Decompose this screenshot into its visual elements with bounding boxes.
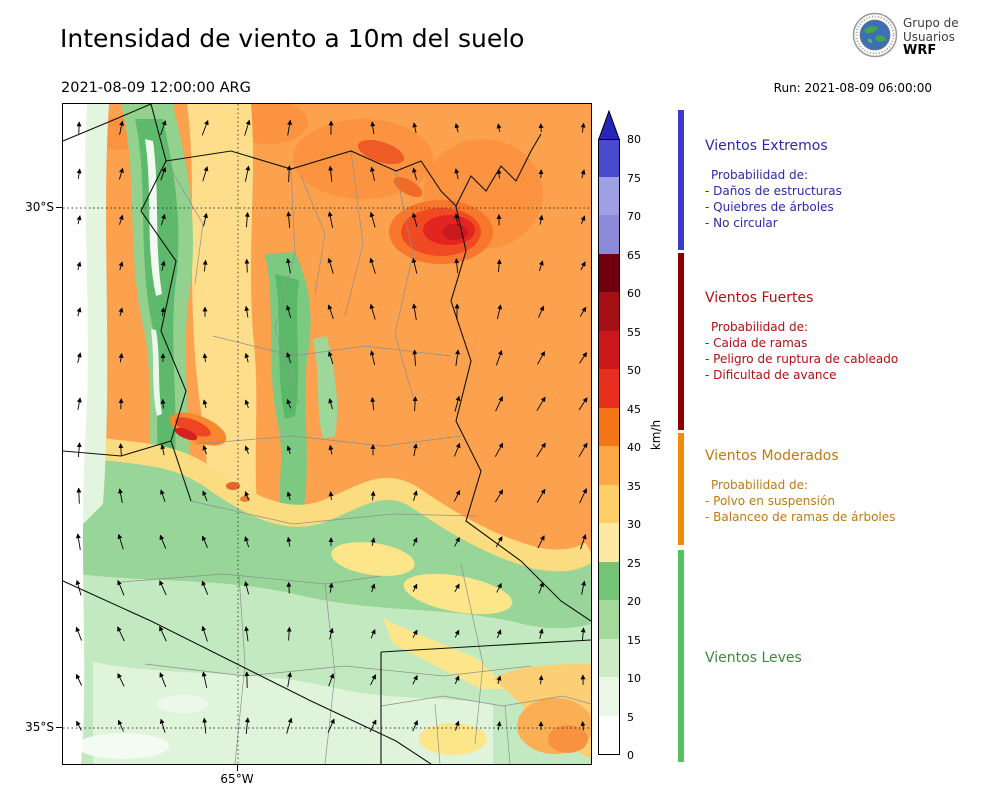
legend-section-title: Vientos Leves bbox=[705, 650, 802, 666]
legend-item: - Dificultad de avance bbox=[705, 368, 837, 382]
legend-section-title: Vientos Fuertes bbox=[705, 290, 814, 306]
lat-tickmark-30s bbox=[56, 207, 62, 208]
colorbar-segment-35-40 bbox=[599, 445, 619, 485]
colorbar-segment-0-5 bbox=[599, 714, 619, 754]
colorbar-tick-label: 75 bbox=[627, 171, 641, 185]
colorbar-tick-label: 30 bbox=[627, 518, 641, 531]
colorbar-tick-label: 5 bbox=[627, 710, 634, 724]
colorbar-segment-10-15 bbox=[599, 637, 619, 677]
colorbar-tick-label: 25 bbox=[627, 556, 641, 570]
wind-arrows bbox=[75, 119, 588, 734]
legend-item: - No circular bbox=[705, 216, 778, 230]
colorbar-tick-labels: 0 5 10 15 20 25 30 35 40 45 50 55 60 65 70 75 80 bbox=[627, 133, 657, 762]
colorbar-segment-75-80 bbox=[599, 140, 619, 177]
legend-item: - Polvo en suspensión bbox=[705, 494, 835, 508]
colorbar-tick-label: 55 bbox=[627, 325, 641, 339]
legend-probability-label: Probabilidad de: bbox=[711, 320, 809, 334]
lon-tickmark-65w bbox=[237, 765, 238, 771]
legend-bar-2 bbox=[678, 433, 684, 545]
colorbar-segment-45-50 bbox=[599, 368, 619, 408]
legend-bar-3 bbox=[678, 550, 684, 762]
logo-text: Grupo de Usuarios WRF bbox=[903, 16, 959, 58]
colorbar-segment-55-60 bbox=[599, 291, 619, 331]
colorbar bbox=[598, 110, 620, 756]
colorbar-segment-15-20 bbox=[599, 599, 619, 639]
logo-line-3: WRF bbox=[903, 43, 937, 58]
colorbar-tick-label: 50 bbox=[627, 364, 641, 377]
province-boundaries bbox=[63, 104, 591, 764]
colorbar-tick-label: 45 bbox=[627, 402, 641, 416]
logo-line-2: Usuarios bbox=[903, 30, 955, 44]
colorbar-tick-label: 15 bbox=[627, 633, 641, 647]
colorbar-tick-label: 65 bbox=[627, 248, 641, 262]
colorbar-segment-5-10 bbox=[599, 676, 619, 716]
colorbar-segment-65-70 bbox=[599, 214, 619, 254]
colorbar-tick-label: 0 bbox=[627, 749, 634, 762]
colorbar-tick-label: 70 bbox=[627, 210, 641, 223]
colorbar-segment-40-45 bbox=[599, 406, 619, 446]
lat-tick-35s: 35°S bbox=[25, 720, 54, 734]
colorbar-tick-label: 80 bbox=[627, 133, 641, 146]
colorbar-segment-20-25 bbox=[599, 560, 619, 600]
legend-item: - Caida de ramas bbox=[705, 336, 808, 350]
wind-map-plot bbox=[63, 104, 591, 764]
legend-item: - Balanceo de ramas de árboles bbox=[705, 510, 896, 524]
colorbar-segment-70-75 bbox=[599, 175, 619, 215]
colorbar-unit-label: km/h bbox=[649, 419, 663, 451]
legend-item: - Peligro de ruptura de cableado bbox=[705, 352, 899, 366]
legend-section-title: Vientos Extremos bbox=[705, 138, 828, 154]
legend-bar-1 bbox=[678, 253, 684, 430]
colorbar-tick-label: 60 bbox=[627, 287, 641, 300]
department-boundaries bbox=[120, 150, 591, 764]
legend-section-3: Vientos Leves bbox=[705, 650, 993, 679]
model-run-label: Run: 2021-08-09 06:00:00 bbox=[773, 81, 932, 95]
colorbar-segment-30-35 bbox=[599, 483, 619, 523]
colorbar-extend-arrow bbox=[598, 110, 620, 140]
legend-probability-label: Probabilidad de: bbox=[711, 478, 809, 492]
colorbar-segment-60-65 bbox=[599, 252, 619, 292]
colorbar-tick-label: 35 bbox=[627, 479, 641, 493]
legend-section-0: Vientos Extremos Probabilidad de: - Daños … bbox=[705, 138, 993, 231]
legend-bar-0 bbox=[678, 110, 684, 250]
colorbar-segment-25-30 bbox=[599, 522, 619, 562]
legend-probability-label: Probabilidad de: bbox=[711, 168, 809, 182]
legend-section-2: Vientos Moderados Probabilidad de: - Polvo… bbox=[705, 448, 993, 525]
globe-icon bbox=[852, 12, 898, 58]
legend-section-1: Vientos Fuertes Probabilidad de: - Caida d… bbox=[705, 290, 993, 383]
lat-tickmark-35s bbox=[56, 727, 62, 728]
page-title: Intensidad de viento a 10m del suelo bbox=[60, 24, 525, 53]
valid-time-label: 2021-08-09 12:00:00 ARG bbox=[61, 80, 251, 96]
wind-intensity-map bbox=[62, 103, 592, 765]
colorbar-scale bbox=[598, 139, 620, 755]
colorbar-tick-label: 20 bbox=[627, 595, 641, 608]
legend-section-title: Vientos Moderados bbox=[705, 448, 839, 464]
colorbar-tick-label: 10 bbox=[627, 672, 641, 685]
lat-tick-30s: 30°S bbox=[25, 200, 54, 214]
logo-line-1: Grupo de bbox=[903, 16, 959, 30]
wind-speed-shading bbox=[63, 104, 591, 764]
wrf-globe-logo bbox=[852, 12, 898, 62]
lon-tick-65w: 65°W bbox=[220, 772, 254, 786]
legend-item: - Quiebres de árboles bbox=[705, 200, 834, 214]
legend-item: - Daños de estructuras bbox=[705, 184, 842, 198]
colorbar-tick-label: 40 bbox=[627, 441, 641, 454]
colorbar-segment-50-55 bbox=[599, 329, 619, 369]
